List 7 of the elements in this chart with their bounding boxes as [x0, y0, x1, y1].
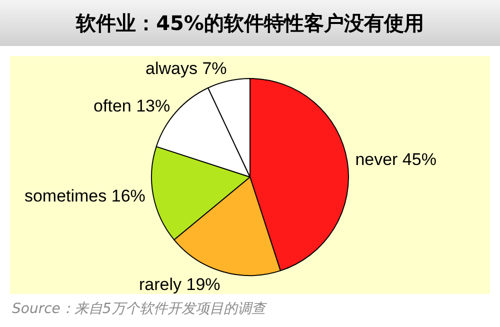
slice-label: often 13% [94, 96, 170, 116]
chart-title: 软件业：45%的软件特性客户没有使用 [0, 0, 500, 46]
slice-label: sometimes 16% [24, 186, 146, 206]
source-note: Source：来自5万个软件开发项目的调查 [12, 301, 266, 317]
slice-label: rarely 19% [139, 274, 220, 294]
slice-label: always 7% [146, 58, 227, 78]
slice-label: never 45% [355, 150, 436, 170]
